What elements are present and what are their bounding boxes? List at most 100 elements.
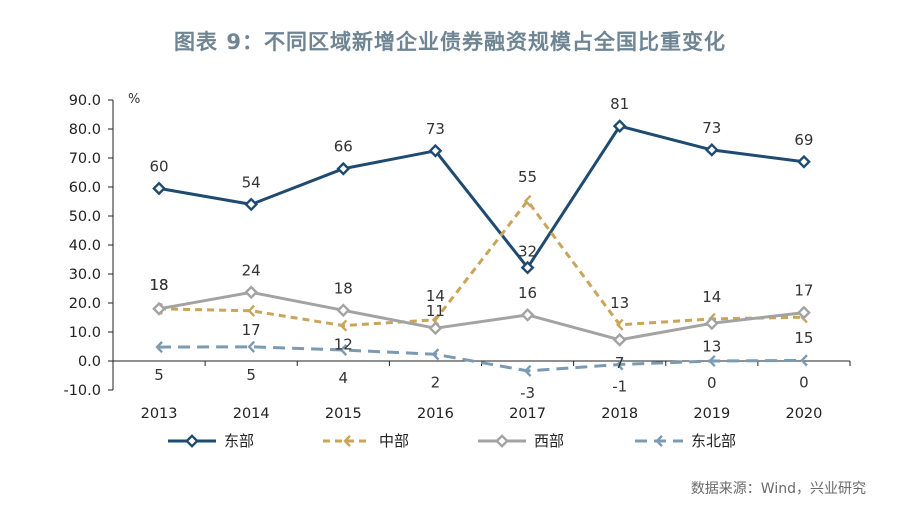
y-tick-label: 20.0 <box>69 296 101 312</box>
series-lines <box>158 124 805 373</box>
y-axis-ticks: 90.0 80.0 70.0 60.0 50.0 40.0 30.0 20.0 10.0 0.0 -… <box>63 93 113 399</box>
data-point <box>247 304 256 317</box>
legend-marker <box>495 434 509 448</box>
data-label: -3 <box>520 384 535 402</box>
data-label: 18 <box>150 276 169 294</box>
data-point <box>800 354 808 367</box>
series-points <box>152 119 811 377</box>
data-point <box>616 358 624 371</box>
data-point <box>520 307 535 322</box>
series-line-3 <box>158 290 805 342</box>
data-label: 66 <box>334 138 353 156</box>
legend: 东部 中部 西部 东北部 <box>168 432 736 450</box>
legend-marker <box>185 434 199 448</box>
data-point <box>247 340 256 353</box>
data-point <box>523 194 532 207</box>
x-tick-label: 2020 <box>785 406 822 422</box>
legend-item: 东部 <box>168 432 254 450</box>
y-tick-label: 80.0 <box>69 122 101 138</box>
data-point <box>708 354 716 368</box>
data-point <box>155 341 163 354</box>
data-label: 13 <box>610 294 629 312</box>
legend-item: 中部 <box>323 432 409 450</box>
x-tick-label: 2019 <box>693 406 730 422</box>
y-tick-label: -10.0 <box>63 383 101 399</box>
data-label: 55 <box>518 168 537 186</box>
data-point <box>152 181 166 196</box>
data-label: 60 <box>150 157 169 175</box>
data-label: 32 <box>518 243 537 261</box>
data-label: 17 <box>794 282 813 300</box>
y-tick-label: 0.0 <box>78 354 101 370</box>
data-point <box>428 143 443 158</box>
series-line-1 <box>158 124 805 270</box>
data-point <box>244 197 259 212</box>
legend-marker <box>655 434 663 448</box>
data-label: 14 <box>426 287 445 305</box>
data-label: 0 <box>799 373 809 391</box>
data-point <box>428 321 443 336</box>
data-point <box>797 305 811 320</box>
data-point <box>523 364 532 377</box>
y-axis-unit: % <box>128 92 140 107</box>
data-label: 81 <box>610 95 629 113</box>
data-label: 69 <box>794 131 813 149</box>
data-label: 0 <box>707 374 717 392</box>
series-line-2 <box>159 199 804 328</box>
data-label: 2 <box>431 373 441 391</box>
data-label: 14 <box>702 288 721 306</box>
data-label: 24 <box>242 261 261 279</box>
data-point <box>704 142 719 157</box>
data-point <box>339 343 348 357</box>
data-label: 4 <box>339 369 349 387</box>
data-point <box>520 260 535 275</box>
data-point <box>612 119 627 133</box>
legend-marker <box>343 434 351 448</box>
data-point <box>797 154 811 169</box>
y-tick-label: 60.0 <box>69 180 101 196</box>
data-label: 18 <box>334 279 353 297</box>
data-point <box>616 318 624 331</box>
legend-label: 东部 <box>224 432 254 450</box>
y-tick-label: 90.0 <box>69 93 101 109</box>
data-label: -1 <box>612 377 627 395</box>
data-label: 7 <box>615 354 625 372</box>
y-tick-label: 50.0 <box>69 209 101 225</box>
data-label: 13 <box>702 337 721 355</box>
source-note: 数据来源：Wind，兴业研究 <box>690 481 866 497</box>
data-point <box>704 316 719 331</box>
data-label: 11 <box>426 302 445 320</box>
data-label: 5 <box>246 366 256 384</box>
x-tick-label: 2013 <box>141 406 178 422</box>
x-tick-label: 2017 <box>509 406 546 422</box>
data-point <box>612 332 627 347</box>
y-tick-label: 10.0 <box>69 325 101 341</box>
data-label: 54 <box>242 173 261 191</box>
x-tick-label: 2016 <box>417 406 454 422</box>
x-tick-label: 2014 <box>233 406 270 422</box>
legend-label: 西部 <box>534 432 564 450</box>
data-label: 18 <box>150 276 169 294</box>
data-label: 16 <box>518 284 537 302</box>
y-tick-label: 70.0 <box>69 151 101 167</box>
data-point <box>339 319 348 332</box>
chart-title: 图表 9：不同区域新增企业债券融资规模占全国比重变化 <box>174 30 726 54</box>
y-tick-label: 30.0 <box>69 267 101 283</box>
x-tick-label: 2015 <box>325 406 362 422</box>
data-label: 12 <box>334 336 353 354</box>
y-tick-label: 40.0 <box>69 238 101 254</box>
data-label: 73 <box>702 119 721 137</box>
data-label: 17 <box>242 321 261 339</box>
data-label: 73 <box>426 120 445 138</box>
legend-item: 西部 <box>478 432 564 450</box>
x-tick-label: 2018 <box>601 406 638 422</box>
data-point <box>336 303 351 318</box>
data-point <box>152 301 166 316</box>
legend-item: 东北部 <box>635 432 736 450</box>
data-label: 5 <box>154 366 164 384</box>
data-point <box>431 348 440 361</box>
legend-label: 中部 <box>379 432 409 450</box>
data-point <box>336 161 351 176</box>
